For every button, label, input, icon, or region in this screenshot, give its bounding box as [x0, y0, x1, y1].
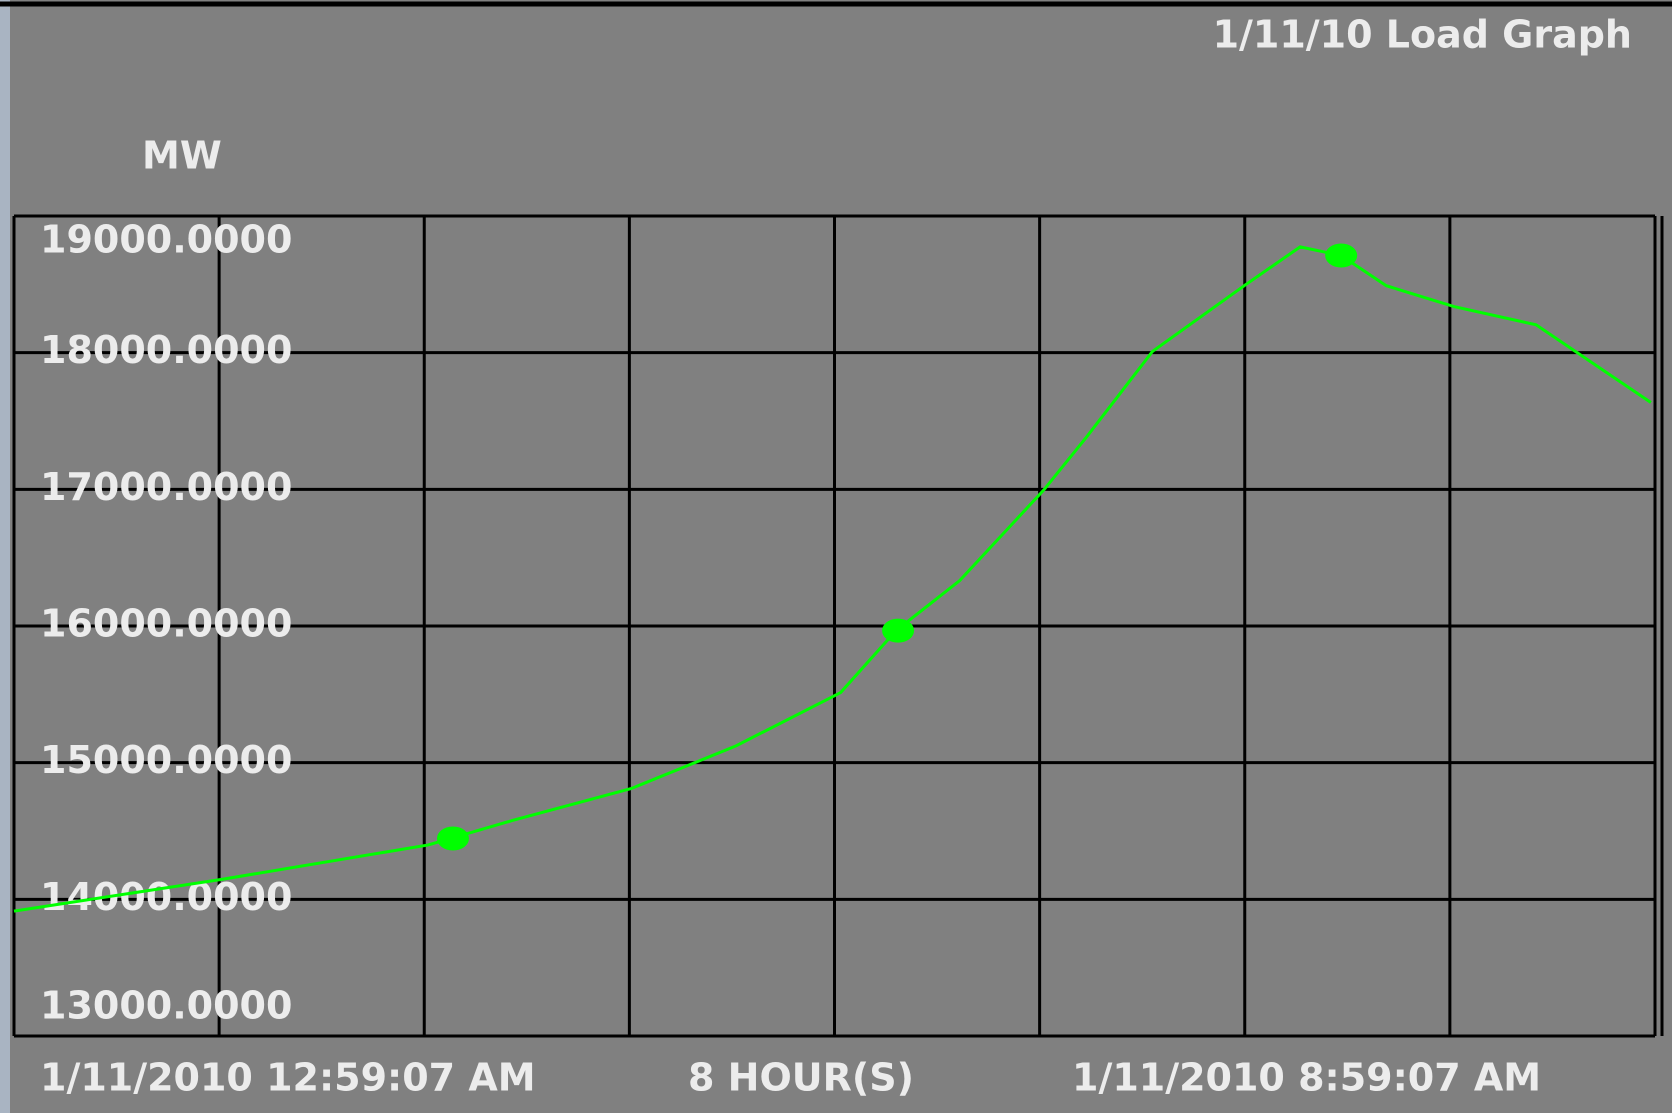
point-marker [436, 826, 469, 851]
y-tick-label: 15000.0000 [40, 738, 292, 782]
y-tick-label: 17000.0000 [40, 465, 292, 509]
plot [13, 243, 1652, 913]
y-tick-label: 14000.0000 [40, 875, 292, 919]
y-tick-label: 13000.0000 [40, 984, 292, 1028]
load-line [13, 245, 1652, 913]
left-edge [0, 0, 10, 1113]
tick-labels: 13000.0000 14000.0000 15000.0000 16000.0000… [40, 218, 292, 1028]
chart-title: 1/11/10 Load Graph [1213, 13, 1632, 57]
x-start-label: 1/11/2010 12:59:07 AM [40, 1056, 536, 1100]
point-marker [882, 618, 915, 643]
x-span-label: 8 HOUR(S) [688, 1056, 914, 1100]
y-axis-label: MW [142, 134, 222, 178]
y-tick-label: 19000.0000 [40, 218, 292, 262]
y-tick-label: 18000.0000 [40, 328, 292, 372]
point-marker [1325, 243, 1358, 268]
x-end-label: 1/11/2010 8:59:07 AM [1072, 1056, 1541, 1100]
grid [12, 214, 1664, 1038]
y-tick-label: 16000.0000 [40, 602, 292, 646]
